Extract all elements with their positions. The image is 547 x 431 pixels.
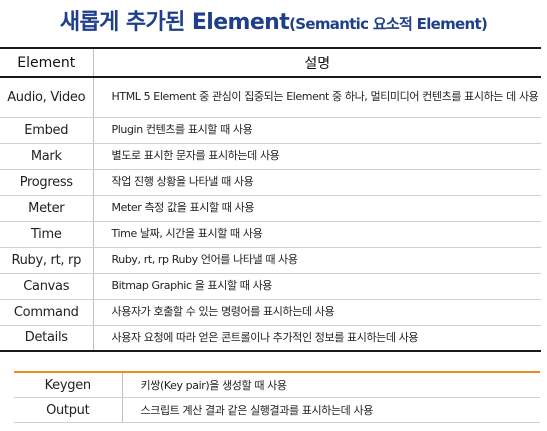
table-row: Output 스크립트 계산 결과 같은 실행결과를 표시하는데 사용 xyxy=(14,397,540,423)
element-name: Details xyxy=(0,325,94,351)
element-name: Canvas xyxy=(0,273,94,300)
element-description: 사용자 요청에 따라 얻은 콘트롤이나 추가적인 정보를 표시하는데 사용 xyxy=(111,330,419,344)
header-description: 설명 xyxy=(93,48,541,78)
page-title-main: 새롭게 추가된 Element xyxy=(59,10,290,35)
element-name: Command xyxy=(0,299,94,326)
element-name: Embed xyxy=(0,117,94,144)
header-element: Element xyxy=(0,48,94,78)
table-row: Canvas Bitmap Graphic 을 표시할 때 사용 xyxy=(0,273,541,300)
element-name: Progress xyxy=(0,169,94,196)
element-description: 별도로 표시한 문자를 표시하는데 사용 xyxy=(93,143,541,170)
element-name: Keygen xyxy=(14,373,123,398)
table-row: Keygen 키쌍(Key pair)을 생성할 때 사용 xyxy=(14,373,540,398)
table-row: Time Time 날짜, 시간을 표시할 때 사용 xyxy=(0,221,541,248)
table-row: Progress 작업 진행 상황을 나타낼 때 사용 xyxy=(0,169,541,196)
table-header-row: Element 설명 xyxy=(0,48,541,78)
element-name: Audio, Video xyxy=(0,77,94,118)
element-name: Mark xyxy=(0,143,94,170)
table-row: Details 사용자 요청에 따라 얻은 콘트롤이나 추가적인 정보를 표시하… xyxy=(0,325,541,351)
extra-element-table: Keygen 키쌍(Key pair)을 생성할 때 사용 Output 스크립… xyxy=(14,373,540,423)
table-row: Meter Meter 측정 값을 표시할 때 사용 xyxy=(0,195,541,222)
element-name: Time xyxy=(0,221,94,248)
element-description: 스크립트 계산 결과 같은 실행결과를 표시하는데 사용 xyxy=(122,397,540,423)
element-description: Meter 측정 값을 표시할 때 사용 xyxy=(93,195,541,222)
element-description: Time 날짜, 시간을 표시할 때 사용 xyxy=(93,221,541,248)
element-description: 키쌍(Key pair)을 생성할 때 사용 xyxy=(122,373,540,398)
table-row: Command 사용자가 호출할 수 있는 명령어를 표시하는데 사용 xyxy=(0,299,541,326)
element-description: HTML 5 Element 중 관심이 집중되는 Element 중 하나, … xyxy=(93,77,541,118)
element-name: Meter xyxy=(0,195,94,222)
page-title: 새롭게 추가된 Element(Semantic 요소적 Element) xyxy=(0,4,547,36)
element-description: Bitmap Graphic 을 표시할 때 사용 xyxy=(93,273,541,300)
table-row: Audio, Video HTML 5 Element 중 관심이 집중되는 E… xyxy=(0,77,541,118)
table-row: Ruby, rt, rp Ruby, rt, rp Ruby 언어를 나타낼 때… xyxy=(0,247,541,274)
table-row: Embed Plugin 컨텐츠를 표시할 때 사용 xyxy=(0,117,541,144)
section-divider xyxy=(14,371,540,373)
element-description: 작업 진행 상황을 나타낼 때 사용 xyxy=(93,169,541,196)
element-table: Element 설명 Audio, Video HTML 5 Element 중… xyxy=(0,47,541,352)
element-name: Output xyxy=(14,397,123,423)
page-title-sub: (Semantic 요소적 Element) xyxy=(289,15,488,33)
table-row: Mark 별도로 표시한 문자를 표시하는데 사용 xyxy=(0,143,541,170)
element-name: Ruby, rt, rp xyxy=(0,247,94,274)
element-description: Plugin 컨텐츠를 표시할 때 사용 xyxy=(93,117,541,144)
element-description: Ruby, rt, rp Ruby 언어를 나타낼 때 사용 xyxy=(93,247,541,274)
element-description: 사용자가 호출할 수 있는 명령어를 표시하는데 사용 xyxy=(93,299,541,326)
